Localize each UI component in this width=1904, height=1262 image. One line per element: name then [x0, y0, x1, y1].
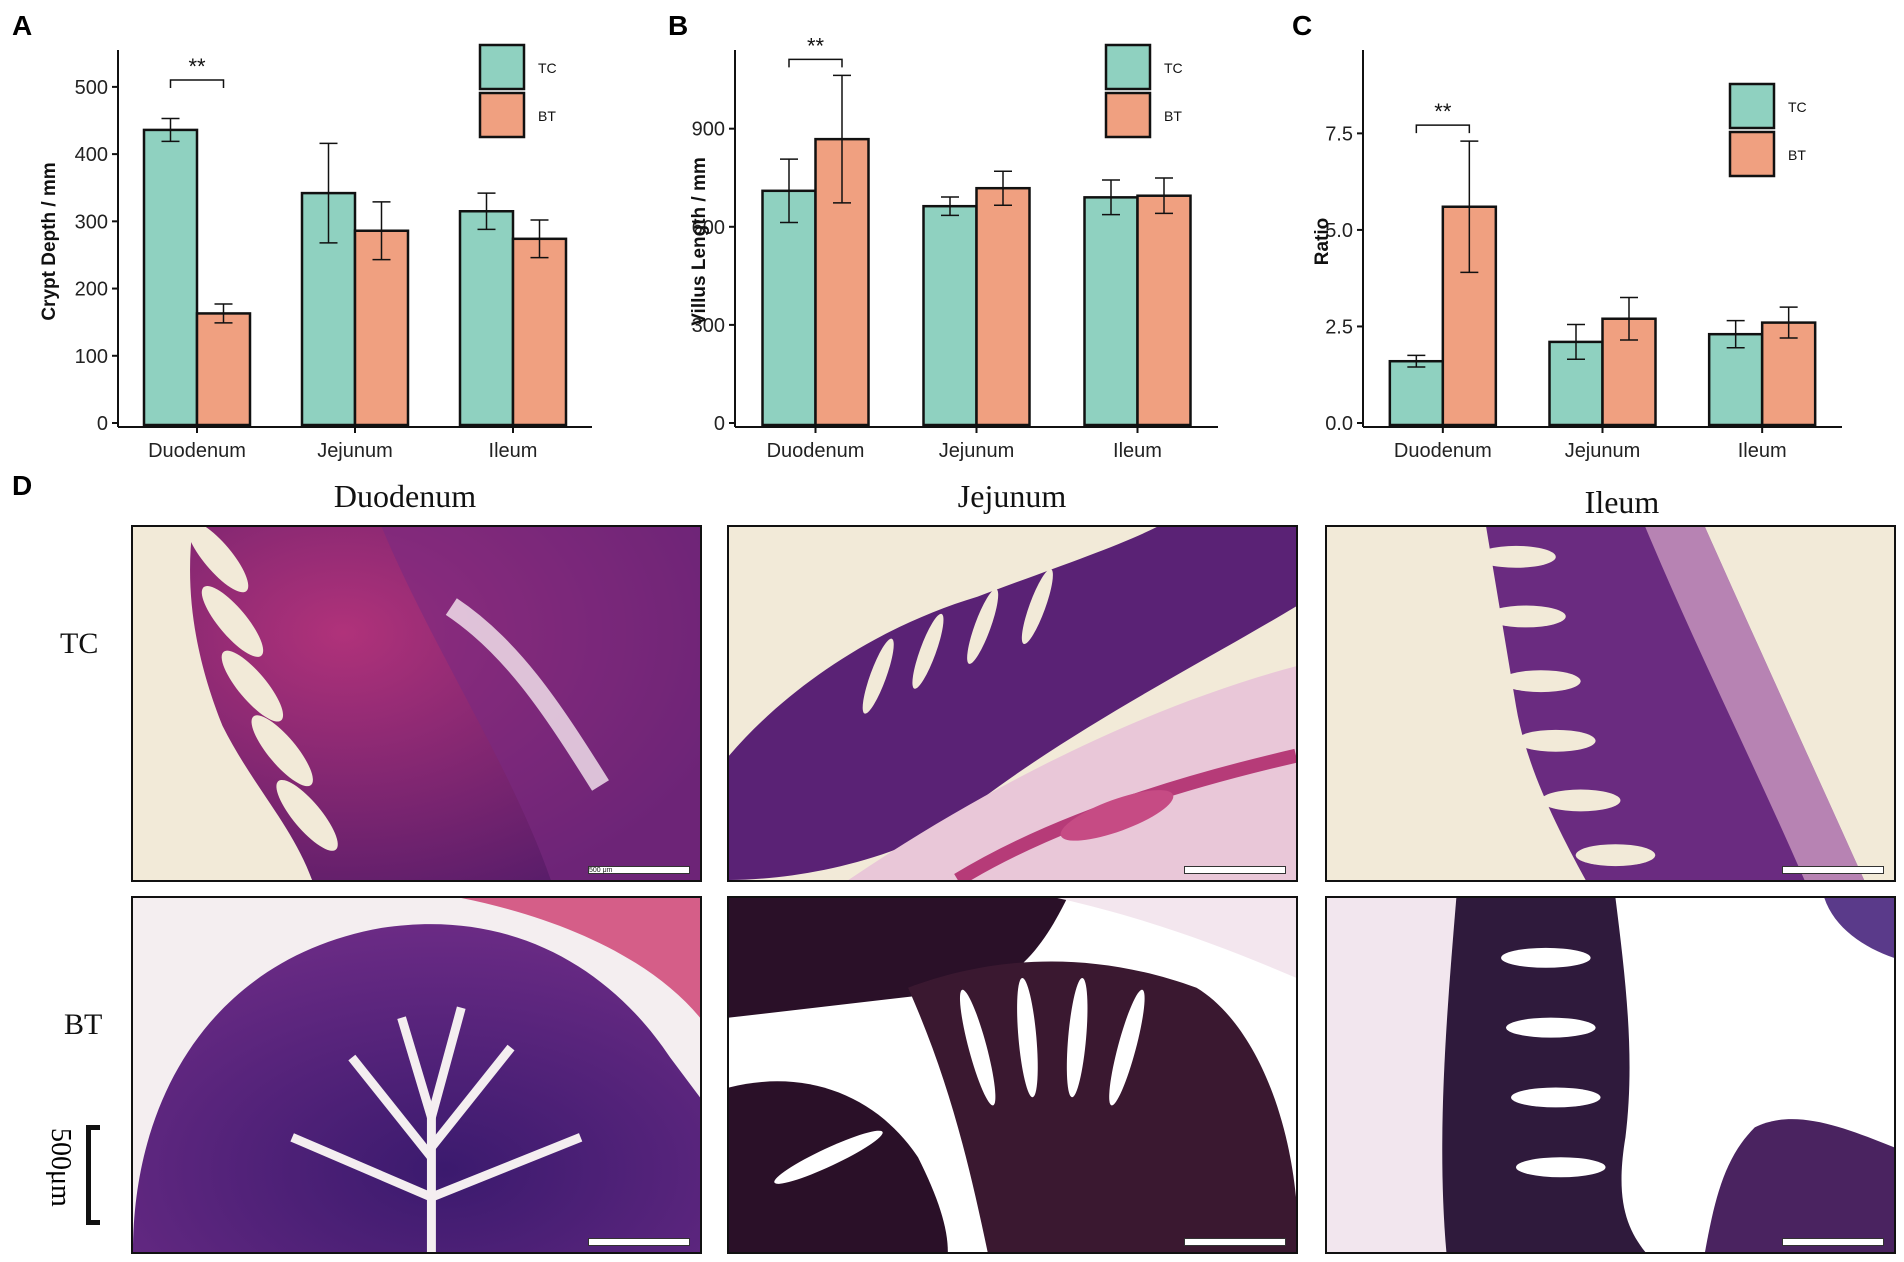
y-tick-label: 400 [75, 144, 108, 166]
significance-bracket [169, 79, 225, 88]
histology-column-title-jejunum: Jejunum [957, 478, 1067, 514]
panel-letter-c: C [1292, 10, 1313, 41]
legend-swatch-bt [478, 91, 526, 139]
bar-tc [1388, 359, 1445, 427]
y-tick-label: 500 [75, 77, 108, 99]
panel-letter-d: D [12, 470, 33, 501]
chart-ratio: 0.0 2.5 5.0 7.5 Ratio Duodenum Jejunum Ileum ** T… [1312, 50, 1842, 462]
legend-swatch-tc [478, 43, 526, 91]
x-tick-label: Ileum [1113, 440, 1162, 462]
legend-label-bt: BT [538, 108, 556, 124]
micrograph-scale-inset [1782, 1238, 1884, 1246]
significance-label: ** [188, 54, 206, 79]
bar-tc [458, 210, 515, 427]
micrograph-ileum-bt [1325, 896, 1896, 1254]
histology-column-title-duodenum: Duodenum [333, 478, 477, 514]
panel-letter-a: A [12, 10, 33, 41]
x-tick-label: Duodenum [1394, 440, 1492, 462]
histology-row-label-tc: TC [60, 627, 99, 660]
y-tick-label: 300 [692, 315, 725, 337]
legend-swatch-tc [1728, 82, 1776, 130]
legend-label-bt: BT [1164, 108, 1182, 124]
legend-swatch-bt [1728, 130, 1776, 178]
y-tick-label: 0.0 [1325, 413, 1353, 435]
y-tick-label: 2.5 [1325, 316, 1353, 338]
bar-tc [922, 204, 978, 427]
y-tick-label: 300 [75, 211, 108, 233]
bar-tc [1083, 196, 1139, 427]
x-tick-label: Duodenum [767, 440, 865, 462]
legend-label-tc: TC [538, 60, 557, 76]
y-axis-label: Crypt Depth / mm [39, 162, 60, 320]
y-tick-label: 900 [692, 119, 725, 141]
micrograph-duodenum-tc: 500 μm [131, 525, 702, 882]
y-tick-label: 7.5 [1325, 123, 1353, 145]
x-tick-label: Jejunum [317, 440, 393, 462]
bar-tc [142, 128, 199, 427]
bar-bt [1760, 321, 1817, 427]
legend-swatch-bt [1104, 91, 1152, 139]
significance-bracket [788, 58, 843, 68]
micrograph-scale-inset [1782, 866, 1884, 874]
chart-villus-length: 0 300 600 900 Villus Length / mm Duodenum Jeju… [689, 33, 1218, 462]
y-tick-label: 100 [75, 346, 108, 368]
y-tick-label: 600 [692, 217, 725, 239]
significance-bracket [1415, 124, 1471, 134]
chart-crypt-depth: 0 100 200 300 400 500 Crypt Depth / mm Duodenum… [39, 43, 592, 462]
bar-bt [814, 137, 870, 427]
micrograph-jejunum-tc [727, 525, 1298, 882]
micrograph-ileum-tc [1325, 525, 1896, 882]
bar-bt [511, 237, 568, 427]
y-tick-label: 0 [714, 413, 725, 435]
legend-label-tc: TC [1788, 99, 1807, 115]
y-axis-label: Ratio [1312, 218, 1333, 266]
panel-letter-b: B [668, 10, 689, 41]
micrograph-scale-inset [588, 1238, 690, 1246]
legend-swatch-tc [1104, 43, 1152, 91]
micrograph-scale-inset: 500 μm [588, 866, 690, 874]
scale-bar-label: 500μm [45, 1128, 76, 1207]
x-tick-label: Ileum [1738, 440, 1787, 462]
scale-bar [86, 1125, 100, 1225]
histology-column-title-ileum: Ileum [1584, 484, 1660, 520]
bar-bt [1136, 194, 1192, 427]
bar-bt [353, 229, 410, 427]
histology-row-label-bt: BT [64, 1008, 103, 1041]
bar-tc [761, 189, 817, 427]
x-tick-label: Ileum [489, 440, 538, 462]
y-tick-label: 200 [75, 279, 108, 301]
micrograph-duodenum-bt [131, 896, 702, 1254]
legend-label-bt: BT [1788, 147, 1806, 163]
y-axis-label: Villus Length / mm [689, 157, 710, 326]
legend-label-tc: TC [1164, 60, 1183, 76]
x-tick-label: Jejunum [939, 440, 1015, 462]
micrograph-scale-inset [1184, 1238, 1286, 1246]
x-tick-label: Jejunum [1565, 440, 1641, 462]
bar-bt [195, 312, 252, 427]
micrograph-jejunum-bt [727, 896, 1298, 1254]
bar-bt [975, 186, 1031, 427]
y-tick-label: 0 [97, 413, 108, 435]
significance-label: ** [807, 33, 825, 58]
significance-label: ** [1434, 99, 1452, 124]
micrograph-scale-inset [1184, 866, 1286, 874]
y-tick-label: 5.0 [1325, 220, 1353, 242]
x-tick-label: Duodenum [148, 440, 246, 462]
